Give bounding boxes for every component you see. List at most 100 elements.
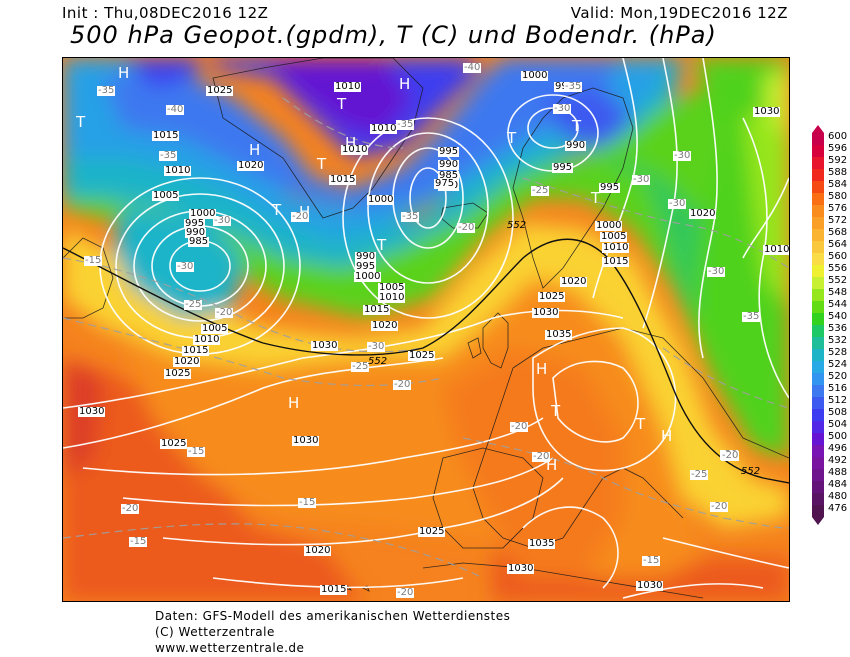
scale-label: 532 [828, 335, 848, 346]
scale-swatch [812, 241, 824, 253]
scale-swatch [812, 229, 824, 241]
contour-552-label: 552 [368, 356, 388, 367]
isobar-label: 1005 [201, 323, 229, 334]
scale-swatch [812, 301, 824, 313]
isotherm-label: -30 [213, 215, 232, 226]
isotherm-label: -15 [298, 497, 317, 508]
scale-label: 488 [828, 467, 848, 478]
high-pressure-marker: H [118, 64, 130, 82]
isobar-label: 1015 [363, 304, 391, 315]
isobar-label: 1000 [595, 220, 623, 231]
isobar-label: 1010 [602, 242, 630, 253]
scale-label: 548 [828, 287, 848, 298]
isobar-label: 1030 [292, 435, 320, 446]
isotherm-label: -40 [166, 104, 185, 115]
isobar-label: 1030 [532, 307, 560, 318]
isobar-label: 1010 [370, 123, 398, 134]
scale-swatch [812, 481, 824, 493]
isobar-label: 1015 [329, 174, 357, 185]
footer-source: Daten: GFS-Modell des amerikanischen Wet… [155, 609, 511, 623]
isotherm-label: -20 [215, 307, 234, 318]
isobar-label: 1005 [600, 231, 628, 242]
isotherm-label: -30 [632, 174, 651, 185]
isotherms [63, 97, 789, 579]
scale-label: 596 [828, 143, 848, 154]
isotherm-label: -20 [396, 587, 415, 598]
scale-swatch [812, 373, 824, 385]
isotherm-label: -25 [351, 361, 370, 372]
scale-label: 556 [828, 263, 848, 274]
scale-label: 580 [828, 191, 848, 202]
isobar-label: 1020 [173, 356, 201, 367]
isobar-label: 1015 [182, 345, 210, 356]
isobar-label: 995 [184, 218, 206, 229]
scale-swatch [812, 313, 824, 325]
isotherm-label: -15 [129, 536, 148, 547]
scale-swatch [812, 505, 824, 517]
isobar-label: 1025 [538, 291, 566, 302]
scale-label: 568 [828, 227, 848, 238]
isobar-label: 995 [599, 182, 621, 193]
valid-time: Valid: Mon,19DEC2016 12Z [570, 4, 788, 22]
isotherm-label: -20 [510, 421, 529, 432]
scale-label: 536 [828, 323, 848, 334]
isobar-label: 1000 [367, 194, 395, 205]
scale-swatch [812, 433, 824, 445]
isotherm-label: -20 [457, 222, 476, 233]
isotherm-label: -20 [393, 379, 412, 390]
isobar-label: 1005 [152, 190, 180, 201]
low-pressure-marker: T [507, 129, 517, 147]
isotherm-label: -30 [668, 198, 687, 209]
scale-label: 576 [828, 203, 848, 214]
low-pressure-marker: T [572, 117, 582, 135]
isobar-label: 1000 [521, 70, 549, 81]
scale-label: 508 [828, 407, 848, 418]
scale-swatch [812, 349, 824, 361]
isobar-label: 975 [434, 178, 456, 189]
isobar-label: 985 [188, 236, 210, 247]
isotherm-label: -30 [707, 266, 726, 277]
scale-swatch [812, 493, 824, 505]
high-pressure-marker: H [536, 360, 548, 378]
isobar-label: 1025 [160, 438, 188, 449]
isotherm-label: -35 [742, 311, 761, 322]
contour-552-label: 552 [741, 466, 761, 477]
scale-swatch [812, 337, 824, 349]
map-label-layer: HHHHHHHHHTTTTTTTTTT102510101010101010151… [63, 58, 789, 601]
low-pressure-marker: T [591, 189, 601, 207]
isobar-label: 985 [438, 170, 460, 181]
scale-swatch [812, 145, 824, 157]
isotherm-label: -35 [401, 211, 420, 222]
low-pressure-marker: T [551, 402, 561, 420]
scale-swatch [812, 277, 824, 289]
isobar-label: 1010 [193, 334, 221, 345]
isobar-label: 1010 [763, 244, 790, 255]
scale-swatch [812, 181, 824, 193]
isotherm-label: -30 [553, 103, 572, 114]
isotherm-label: -25 [531, 185, 550, 196]
scale-label: 572 [828, 215, 848, 226]
isotherm-label: -30 [367, 341, 386, 352]
scale-swatch [812, 157, 824, 169]
low-pressure-marker: T [337, 95, 347, 113]
footer-url[interactable]: www.wetterzentrale.de [155, 641, 305, 655]
scale-swatch [812, 289, 824, 301]
weather-map-svg [63, 58, 789, 601]
isobar-label: 1015 [602, 256, 630, 267]
isobar-label: 1035 [528, 538, 556, 549]
low-pressure-marker: T [636, 415, 646, 433]
scale-label: 516 [828, 383, 848, 394]
isobar-label: 1030 [753, 106, 781, 117]
high-pressure-marker: H [249, 141, 261, 159]
scale-label: 500 [828, 431, 848, 442]
isobar-label: 1030 [311, 340, 339, 351]
isobar-label: 1020 [560, 276, 588, 287]
init-time: Init : Thu,08DEC2016 12Z [62, 4, 269, 22]
isotherm-label: -15 [187, 446, 206, 457]
high-pressure-marker: H [399, 75, 411, 93]
scale-label: 492 [828, 455, 848, 466]
scale-swatch [812, 265, 824, 277]
scale-swatch [812, 469, 824, 481]
isobar-label: 1010 [164, 165, 192, 176]
scale-swatch [812, 385, 824, 397]
